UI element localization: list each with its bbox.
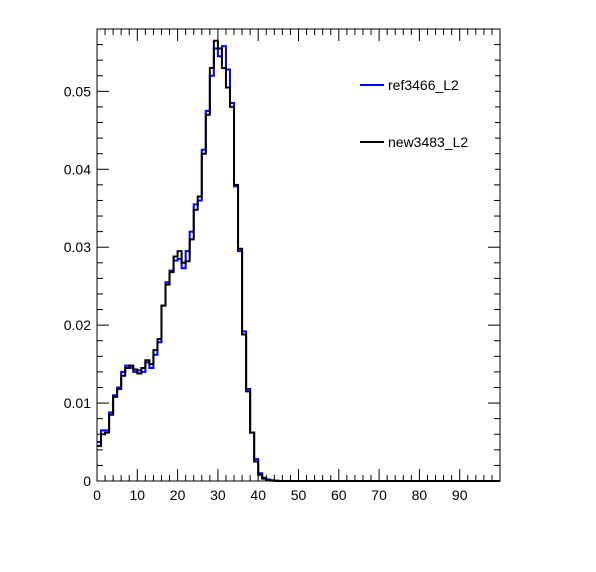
y-tick-label: 0.02 bbox=[64, 317, 91, 333]
axis-ticks bbox=[96, 28, 501, 482]
x-tick-label: 40 bbox=[250, 487, 266, 503]
x-tick-label: 0 bbox=[93, 487, 101, 503]
x-tick-label: 30 bbox=[210, 487, 226, 503]
legend-box bbox=[355, 60, 495, 170]
x-tick-label: 90 bbox=[452, 487, 468, 503]
legend-label-new: new3483_L2 bbox=[388, 134, 468, 150]
series-new3483-L2 bbox=[97, 39, 500, 482]
x-tick-label: 80 bbox=[412, 487, 428, 503]
legend: ref3466_L2 new3483_L2 bbox=[355, 60, 495, 170]
y-tick-label: 0.03 bbox=[64, 239, 91, 255]
y-tick-label: 0.05 bbox=[64, 83, 91, 99]
series-layer bbox=[97, 39, 500, 482]
y-tick-label: 0.01 bbox=[64, 395, 91, 411]
tick-labels: 0 10 20 30 40 50 60 70 80 90 0 0.01 0.02 0.03 0.04 0.05 bbox=[64, 83, 468, 503]
y-tick-label: 0 bbox=[83, 473, 91, 489]
x-tick-label: 50 bbox=[291, 487, 307, 503]
x-tick-label: 20 bbox=[170, 487, 186, 503]
legend-label-ref: ref3466_L2 bbox=[388, 77, 459, 93]
x-tick-label: 10 bbox=[130, 487, 146, 503]
y-tick-label: 0.04 bbox=[64, 161, 91, 177]
x-tick-label: 60 bbox=[331, 487, 347, 503]
x-tick-label: 70 bbox=[371, 487, 387, 503]
